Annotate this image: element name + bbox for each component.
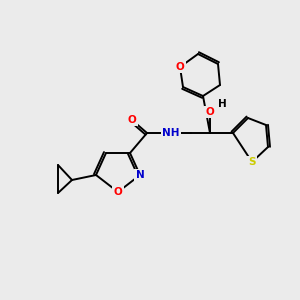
Text: O: O [114, 187, 122, 197]
Text: N: N [136, 170, 144, 180]
Text: O: O [176, 62, 184, 72]
Text: O: O [206, 107, 214, 117]
Text: O: O [128, 115, 136, 125]
Text: S: S [248, 157, 256, 167]
Text: NH: NH [162, 128, 180, 138]
Text: H: H [218, 99, 226, 109]
